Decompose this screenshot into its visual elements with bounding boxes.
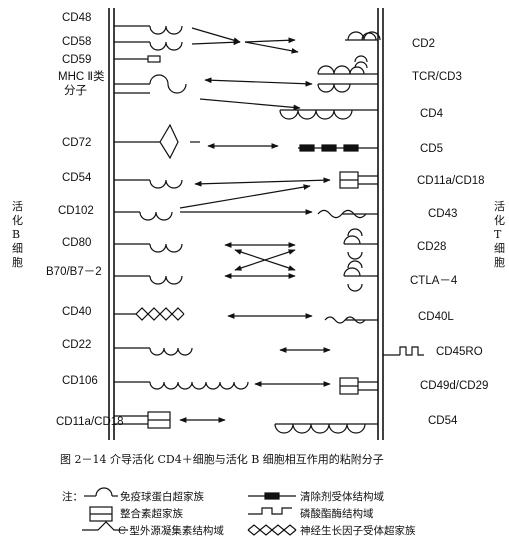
ig-domain	[149, 347, 193, 356]
cd3-domain	[354, 55, 368, 69]
legend-phosphatase-symbol	[248, 507, 292, 515]
legend-item-integrin: 整合素超家族	[120, 507, 183, 520]
b-cell-molecule-label: CD40	[62, 306, 91, 318]
t-cell-molecule-label: CD43	[428, 208, 457, 220]
figure-caption: 图 2－14 介导活化 CD4＋细胞与活化 B 细胞相互作用的粘附分子	[60, 452, 384, 466]
ig-domain	[343, 235, 361, 245]
t-cell-molecule-label: CD28	[417, 241, 446, 253]
interaction-arrow	[191, 27, 241, 43]
ig-domain	[347, 260, 363, 292]
scavenger-domain	[299, 144, 315, 152]
ig-domain	[149, 74, 169, 85]
ig-domain	[347, 228, 363, 260]
ig-domain	[149, 381, 249, 390]
b-cell-molecule-label: CD72	[62, 137, 91, 149]
ig-domain	[149, 275, 183, 285]
ig-domain	[349, 66, 365, 75]
legend-scavenger-symbol	[264, 492, 280, 500]
legend-item-phosphatase: 磷酸酯酶结构域	[300, 507, 374, 520]
interaction-arrow	[244, 41, 299, 54]
legend-c-lectin-symbol	[82, 521, 128, 531]
legend-prefix: 注：	[62, 490, 83, 503]
interaction-arrow	[194, 177, 331, 187]
ig-domain	[139, 211, 173, 221]
scavenger-domain	[321, 144, 337, 152]
t-cell-molecule-label: CD11a/CD18	[417, 175, 485, 187]
legend: 注： 免疫球蛋白超家族 清除剂受体结构域 整合素超家族 磷酸酯酶结构域 C 型外…	[62, 487, 416, 537]
legend-item-ngfr: 神经生长因子受体超家族	[300, 524, 416, 537]
b-cell-molecule-label: 分子	[64, 84, 87, 97]
ig-domain	[149, 25, 183, 35]
ig-domain	[167, 83, 187, 94]
b-cell-molecule-label: CD59	[62, 54, 91, 66]
interaction-arrow	[234, 249, 296, 271]
b-cell-molecule-label: CD106	[62, 375, 98, 387]
b-cell-molecule-label: CD22	[62, 339, 91, 351]
interaction-arrow	[179, 184, 311, 209]
scavenger-domain	[343, 144, 359, 152]
ig-domain	[274, 423, 366, 434]
c-lectin-domain	[159, 123, 179, 160]
ig-domain	[149, 179, 183, 189]
t-cell-molecule-label: CD49d/CD29	[420, 380, 488, 392]
interaction-arrow	[204, 77, 313, 87]
ig-domain	[149, 41, 183, 51]
ig-domain	[317, 83, 351, 93]
b-cell-molecule-label: CD54	[62, 172, 92, 184]
legend-item-c-lectin: C 型外源凝集素结构域	[118, 524, 224, 537]
t-cell-molecule-label: CTLA－4	[410, 275, 458, 287]
ig-domain	[343, 267, 361, 277]
b-cell-molecule-label: CD102	[58, 205, 94, 217]
b-cell-molecule-label: CD58	[62, 36, 91, 48]
t-cell-molecule-label: CD2	[412, 38, 435, 50]
t-cell-molecule-label: CD45RO	[436, 346, 483, 358]
b-cell-membrane	[108, 8, 115, 440]
t-cell-molecule-label: CD40L	[418, 311, 454, 323]
ig-domain	[149, 243, 183, 253]
ig-domain	[361, 32, 377, 41]
b-cell-molecule-label: B70/B7－2	[46, 266, 102, 278]
ig-domain	[347, 31, 381, 41]
interaction-arrow	[191, 39, 241, 46]
b-cell-molecule-label: CD48	[62, 12, 91, 24]
legend-ngfr-symbol	[247, 529, 297, 536]
t-cell-molecule-label: TCR/CD3	[412, 71, 462, 83]
interaction-arrow	[244, 37, 296, 44]
legend-item-scavenger: 清除剂受体结构域	[300, 490, 384, 503]
legend-item-ig: 免疫球蛋白超家族	[120, 490, 204, 503]
legend-ig-symbol	[95, 487, 113, 497]
phosphatase-domain	[399, 346, 424, 356]
ngfr-domain	[135, 313, 185, 321]
interaction-arrow	[199, 98, 301, 111]
t-cell-label: 活化 T 细胞	[494, 200, 505, 269]
t-cell-molecule-label: CD5	[420, 143, 443, 155]
b-cell-molecule-label: MHC Ⅱ类	[58, 69, 105, 83]
b-cell-label: 活化 B 细胞	[12, 200, 23, 269]
t-cell-molecule-label: CD54	[428, 415, 458, 427]
ngfr-domain	[135, 307, 185, 315]
b-cell-molecule-label: CD80	[62, 237, 91, 249]
t-cell-molecule-label: CD4	[420, 108, 444, 120]
ig-domain	[317, 65, 351, 75]
t-cell-membrane	[377, 8, 384, 440]
cd59-domain	[147, 55, 161, 63]
b-cell-molecule-label: CD11a/CD18	[56, 416, 124, 428]
ig-domain	[279, 109, 353, 120]
